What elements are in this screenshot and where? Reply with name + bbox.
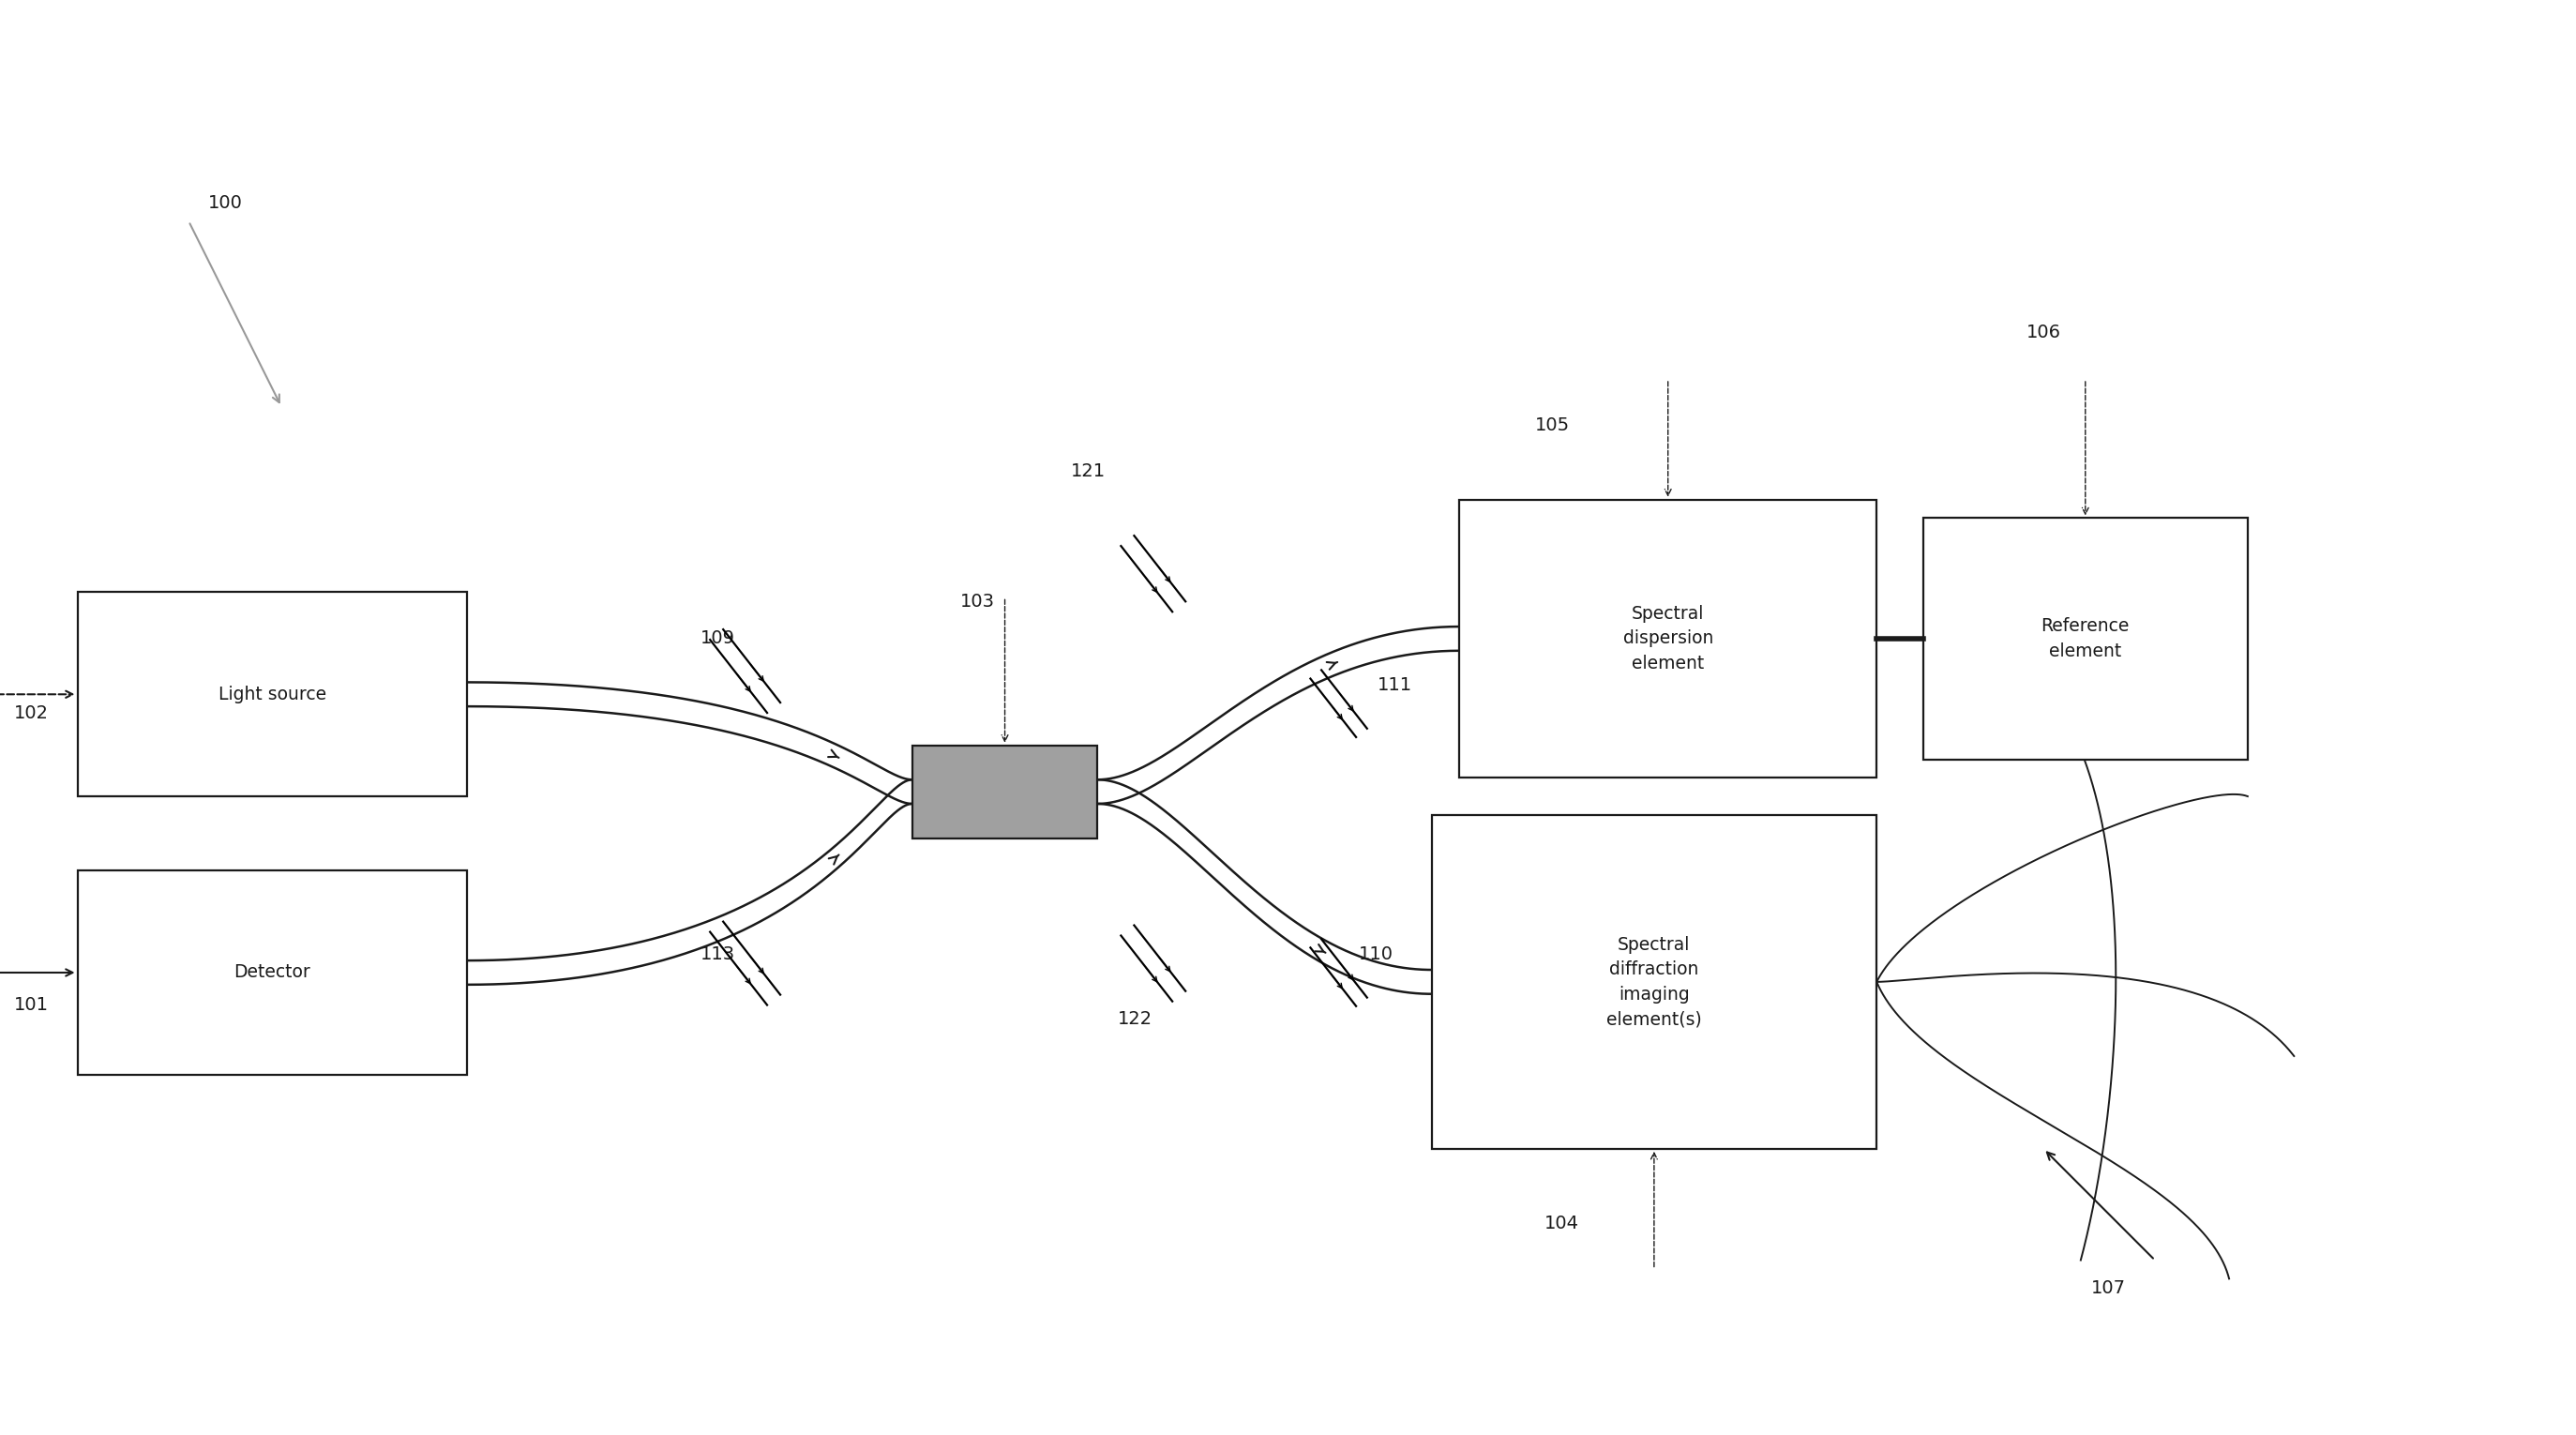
- Bar: [1461, 499, 1878, 778]
- Text: Reference
element: Reference element: [2040, 617, 2130, 660]
- Bar: [912, 745, 1097, 838]
- Text: 104: 104: [1543, 1214, 1579, 1233]
- Text: 106: 106: [2027, 324, 2061, 342]
- Bar: [1924, 518, 2249, 759]
- Text: 121: 121: [1072, 462, 1105, 481]
- Bar: [77, 871, 466, 1075]
- Text: 122: 122: [1118, 1010, 1151, 1027]
- Text: 101: 101: [13, 996, 49, 1015]
- Text: 113: 113: [701, 946, 734, 963]
- Text: Detector: Detector: [234, 964, 312, 982]
- Text: 102: 102: [13, 705, 49, 722]
- Text: 109: 109: [701, 630, 734, 647]
- Text: 103: 103: [961, 593, 994, 610]
- Text: 107: 107: [2092, 1279, 2125, 1297]
- Text: Spectral
dispersion
element: Spectral dispersion element: [1623, 606, 1713, 673]
- Text: 111: 111: [1378, 676, 1412, 695]
- Text: 110: 110: [1358, 946, 1394, 963]
- Text: Light source: Light source: [219, 686, 327, 703]
- Text: 105: 105: [1535, 416, 1569, 435]
- Text: Spectral
diffraction
imaging
element(s): Spectral diffraction imaging element(s): [1607, 936, 1703, 1027]
- Bar: [77, 593, 466, 796]
- Bar: [1432, 815, 1878, 1149]
- Text: 100: 100: [209, 194, 242, 211]
